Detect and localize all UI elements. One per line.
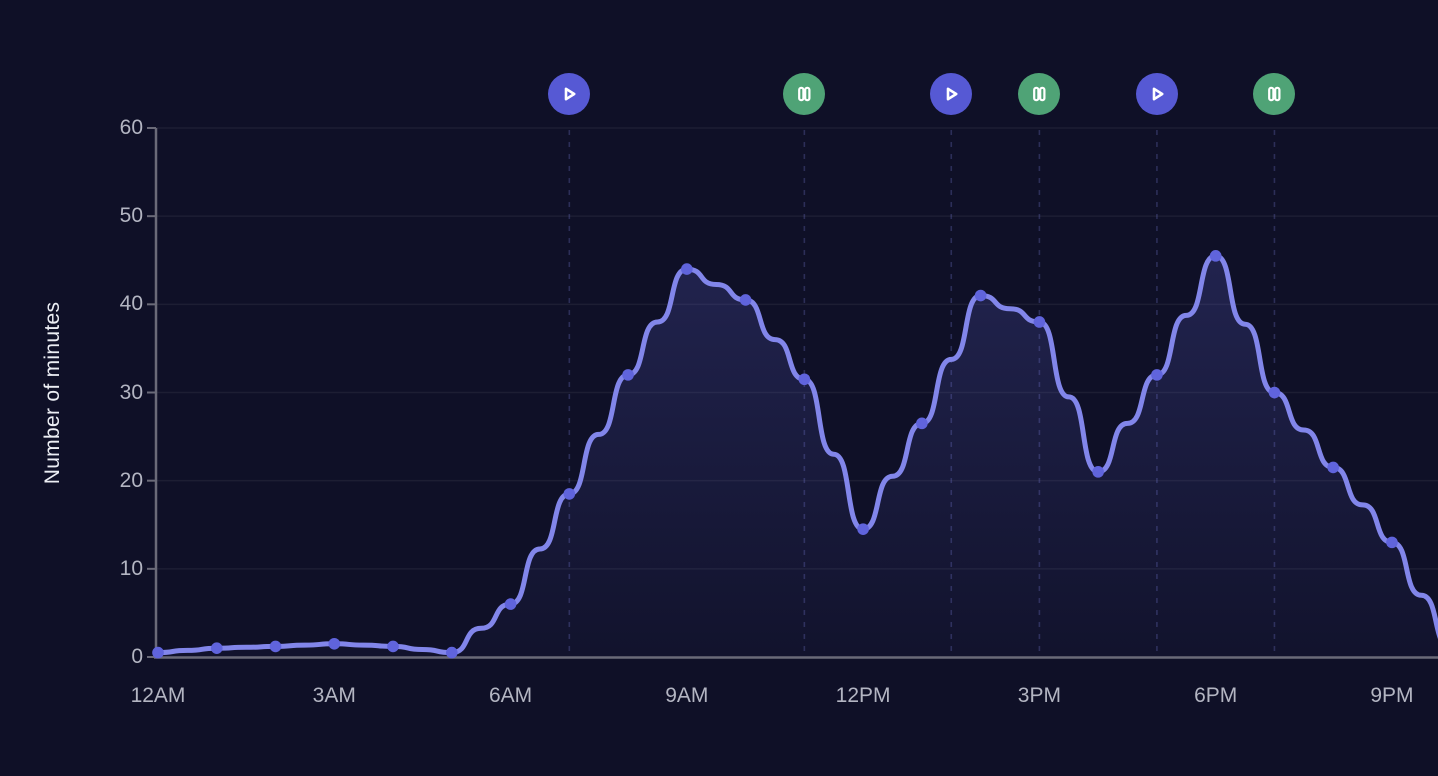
x-tick-label: 12AM bbox=[130, 684, 186, 707]
y-tick-label: 60 bbox=[119, 116, 143, 139]
y-tick-label: 50 bbox=[119, 204, 143, 228]
y-tick-label: 0 bbox=[131, 645, 143, 668]
data-points bbox=[152, 250, 1398, 659]
session-guidelines bbox=[568, 130, 1276, 656]
play-icon bbox=[1152, 87, 1164, 101]
y-tick-label: 30 bbox=[119, 380, 143, 404]
data-point[interactable] bbox=[1092, 466, 1104, 478]
play-marker-button[interactable] bbox=[1135, 73, 1178, 115]
pause-marker-button[interactable] bbox=[783, 73, 826, 115]
x-tick-label: 9PM bbox=[1370, 684, 1414, 707]
data-point[interactable] bbox=[269, 640, 282, 653]
data-point[interactable] bbox=[446, 646, 458, 659]
data-point[interactable] bbox=[1209, 250, 1222, 262]
data-point[interactable] bbox=[1386, 536, 1398, 549]
data-point[interactable] bbox=[504, 598, 517, 610]
data-point[interactable] bbox=[328, 637, 341, 650]
data-point[interactable] bbox=[1327, 461, 1339, 474]
pause-icon bbox=[1268, 86, 1281, 102]
axes bbox=[147, 127, 1438, 659]
data-point[interactable] bbox=[563, 488, 576, 500]
data-point[interactable] bbox=[210, 642, 223, 654]
activity-line bbox=[155, 253, 1438, 656]
pause-icon bbox=[798, 86, 811, 102]
y-tick-label: 10 bbox=[119, 556, 143, 580]
data-point[interactable] bbox=[387, 640, 399, 653]
data-point[interactable] bbox=[1033, 316, 1046, 328]
x-tick-label: 9AM bbox=[665, 684, 709, 707]
play-icon bbox=[565, 87, 576, 101]
pause-marker-button[interactable] bbox=[1253, 73, 1296, 115]
play-marker-button[interactable] bbox=[548, 73, 591, 115]
pause-marker-button[interactable] bbox=[1018, 73, 1061, 115]
y-axis-title: Number of minutes bbox=[41, 301, 64, 485]
data-point[interactable] bbox=[798, 373, 811, 386]
x-tick-label: 6AM bbox=[488, 684, 533, 707]
data-point[interactable] bbox=[1151, 369, 1163, 381]
activity-area bbox=[158, 255, 1438, 657]
pause-icon bbox=[1033, 86, 1046, 102]
data-point[interactable] bbox=[681, 263, 693, 275]
data-point[interactable] bbox=[622, 369, 634, 381]
x-tick-label: 3PM bbox=[1017, 684, 1061, 707]
x-tick-label: 6PM bbox=[1194, 684, 1238, 707]
data-point[interactable] bbox=[857, 523, 869, 535]
play-marker-button[interactable] bbox=[930, 73, 973, 115]
x-tick-label: 3AM bbox=[312, 684, 356, 707]
data-point[interactable] bbox=[916, 417, 928, 430]
data-point[interactable] bbox=[974, 289, 987, 302]
play-icon bbox=[946, 87, 958, 101]
y-tick-label: 20 bbox=[119, 468, 143, 492]
y-tick-label: 40 bbox=[119, 292, 143, 316]
data-point[interactable] bbox=[739, 294, 752, 306]
x-tick-label: 12PM bbox=[835, 684, 891, 707]
data-point[interactable] bbox=[152, 646, 164, 659]
data-point[interactable] bbox=[1268, 386, 1281, 399]
